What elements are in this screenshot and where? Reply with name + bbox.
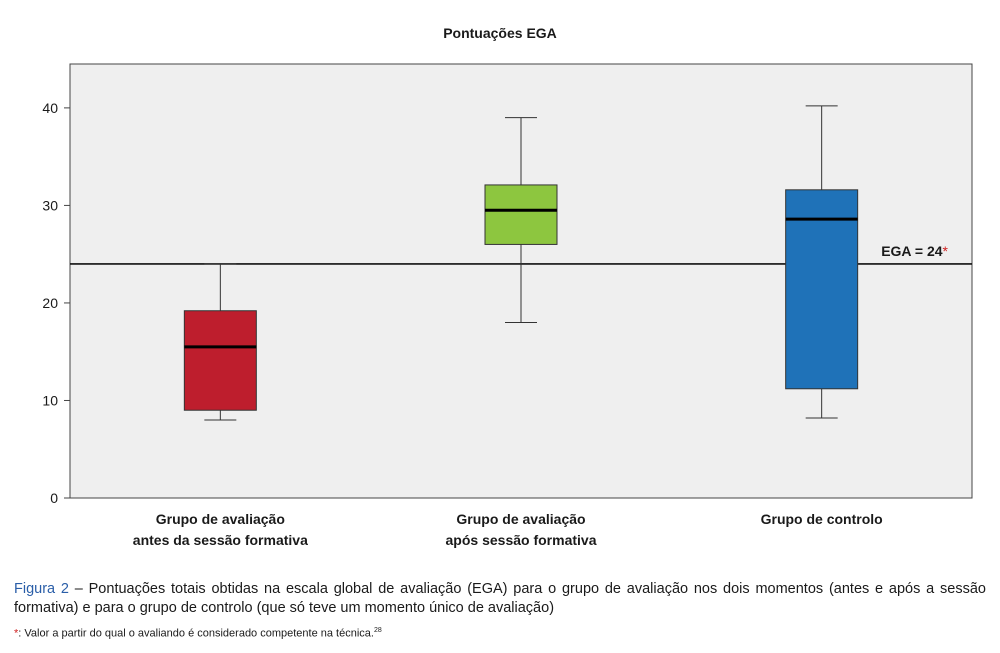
box bbox=[785, 189, 859, 390]
category-label: após sessão formativa bbox=[446, 532, 597, 548]
reference-label: EGA = 24* bbox=[881, 243, 948, 259]
y-tick-label: 0 bbox=[50, 490, 58, 506]
box bbox=[484, 184, 558, 245]
footnote-text: : Valor a partir do qual o avaliando é c… bbox=[18, 627, 374, 640]
figure-caption: Figura 2 – Pontuações totais obtidas na … bbox=[14, 580, 986, 618]
y-tick-label: 10 bbox=[42, 392, 58, 408]
category-label: Grupo de avaliação bbox=[456, 511, 585, 527]
footnote-marker: * bbox=[14, 627, 19, 640]
chart-title: Pontuações EGA bbox=[443, 25, 557, 41]
y-tick-label: 40 bbox=[42, 100, 58, 116]
caption-text: – Pontuações totais obtidas na escala gl… bbox=[14, 581, 986, 616]
category-label: Grupo de controlo bbox=[761, 511, 883, 527]
category-label: Grupo de avaliação bbox=[156, 511, 285, 527]
boxplot-chart: Pontuações EGA 0 10 20 30 40 Grupo de avaliaçã… bbox=[42, 25, 973, 548]
y-tick-label: 30 bbox=[42, 197, 58, 213]
y-tick-label: 20 bbox=[42, 295, 58, 311]
figure-label: Figura 2 bbox=[14, 581, 69, 597]
footnote-reference: 28 bbox=[373, 627, 382, 634]
footnote: *: Valor a partir do qual o avaliando é … bbox=[14, 624, 986, 641]
box bbox=[183, 310, 257, 411]
category-label: antes da sessão formativa bbox=[133, 532, 308, 548]
reference-marker: * bbox=[943, 243, 949, 259]
